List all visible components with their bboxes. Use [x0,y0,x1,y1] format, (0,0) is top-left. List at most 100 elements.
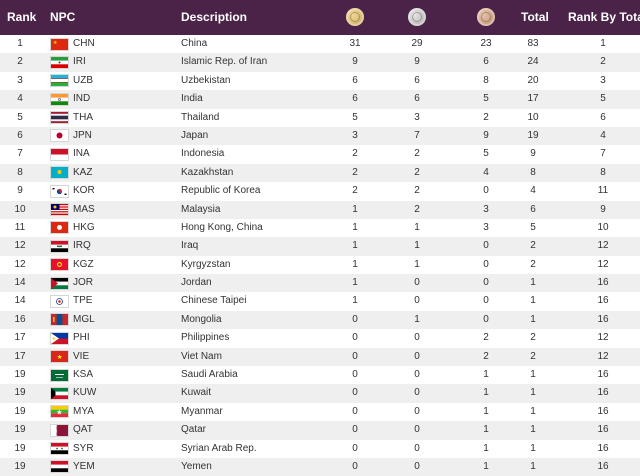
table-row[interactable]: 5 THA Thailand 5 3 2 10 6 [0,108,640,127]
gold-count: 1 [352,221,358,233]
rank-cell: 19 [14,424,26,436]
saudi-arabia-flag-icon [50,368,69,382]
rank-by-total-cell: 8 [600,166,606,178]
table-row[interactable]: 4 IND India 6 6 5 17 5 [0,90,640,109]
country-name: Mongolia [181,313,222,325]
rank-by-total-cell: 3 [600,74,606,86]
npc-code: HKG [73,221,95,233]
table-row[interactable]: 1 CHN China 31 29 23 83 1 ★ [0,35,640,54]
rank-cell: 17 [14,350,26,362]
total-count: 10 [527,111,539,123]
npc-code: UZB [73,74,93,86]
country-name: Kuwait [181,387,212,399]
table-row[interactable]: 2 IRI Islamic Rep. of Iran 9 9 6 24 2 [0,53,640,72]
bronze-count: 2 [483,332,489,344]
table-row[interactable]: 14 JOR Jordan 1 0 0 1 16 [0,274,640,293]
header-rank-by-total[interactable]: Rank By Total [568,10,640,24]
npc-code: VIE [73,350,90,362]
npc-code: SYR [73,442,94,454]
gold-count: 1 [352,277,358,289]
country-name: Jordan [181,277,212,289]
total-count: 2 [530,332,536,344]
table-row[interactable]: 9 KOR Republic of Korea 2 2 0 4 11 [0,182,640,201]
silver-count: 2 [414,166,420,178]
svg-text:★: ★ [53,40,58,46]
npc-code: THA [73,111,93,123]
table-row[interactable]: 10 MAS Malaysia 1 2 3 6 9 [0,200,640,219]
rank-cell: 14 [14,277,26,289]
silver-count: 1 [414,221,420,233]
silver-count: 9 [414,56,420,68]
table-row[interactable]: 7 INA Indonesia 2 2 5 9 7 [0,145,640,164]
rank-cell: 14 [14,295,26,307]
country-name: Thailand [181,111,220,123]
table-row[interactable]: 8 KAZ Kazakhstan 2 2 4 8 8 [0,163,640,183]
table-row[interactable]: 6 JPN Japan 3 7 9 19 4 [0,126,640,146]
table-row[interactable]: 19 YEM Yemen 0 0 1 1 16 [0,457,640,476]
npc-code: IND [73,93,91,105]
bronze-count: 1 [483,369,489,381]
jordan-flag-icon [50,276,69,290]
bronze-count: 0 [483,258,489,270]
table-row[interactable]: 19 QAT Qatar 0 0 1 1 16 [0,421,640,440]
table-row[interactable]: 12 KGZ Kyrgyzstan 1 1 0 2 12 [0,255,640,275]
rank-cell: 2 [17,56,23,68]
rank-cell: 19 [14,387,26,399]
silver-count: 7 [414,129,420,141]
rank-cell: 12 [14,258,26,270]
table-row[interactable]: 12 IRQ Iraq 1 1 0 2 12 [0,237,640,256]
table-row[interactable]: 3 UZB Uzbekistan 6 6 8 20 3 [0,71,640,91]
table-row[interactable]: 17 PHI Philippines 0 0 2 2 12 [0,329,640,348]
npc-code: JOR [73,277,93,289]
silver-count: 0 [414,442,420,454]
bronze-count: 0 [483,277,489,289]
rank-by-total-cell: 16 [597,313,609,325]
total-count: 6 [530,203,536,215]
silver-count: 0 [414,460,420,472]
rank-by-total-cell: 12 [597,350,609,362]
bronze-count: 0 [483,185,489,197]
uzbekistan-flag-icon [50,74,69,88]
table-row[interactable]: 19 MYA Myanmar 0 0 1 1 16 ★ [0,402,640,422]
table-row[interactable]: 16 MGL Mongolia 0 1 0 1 16 [0,310,640,330]
table-row[interactable]: 14 TPE Chinese Taipei 1 0 0 1 16 [0,292,640,311]
bronze-count: 1 [483,442,489,454]
gold-count: 0 [352,313,358,325]
total-count: 1 [530,405,536,417]
npc-code: KOR [73,185,95,197]
silver-medal-icon[interactable] [408,8,426,26]
total-count: 9 [530,148,536,160]
rank-cell: 8 [17,166,23,178]
qatar-flag-icon [50,423,69,437]
bronze-count: 8 [483,74,489,86]
gold-count: 2 [352,148,358,160]
silver-count: 2 [414,185,420,197]
country-name: Philippines [181,332,230,344]
table-header: Rank NPC Description Total Rank By Total [0,0,640,35]
table-row[interactable]: 17 VIE Viet Nam 0 0 2 2 12 ★ [0,347,640,367]
gold-count: 0 [352,387,358,399]
table-row[interactable]: 19 KUW Kuwait 0 0 1 1 16 [0,384,640,403]
rank-by-total-cell: 4 [600,129,606,141]
bronze-count: 6 [483,56,489,68]
header-total[interactable]: Total [521,10,549,24]
bronze-count: 1 [483,424,489,436]
table-row[interactable]: 11 HKG Hong Kong, China 1 1 3 5 10 [0,218,640,238]
bronze-medal-icon[interactable] [477,8,495,26]
gold-count: 0 [352,369,358,381]
header-description[interactable]: Description [181,10,248,24]
silver-count: 0 [414,405,420,417]
rank-by-total-cell: 5 [600,93,606,105]
country-name: Viet Nam [181,350,222,362]
npc-code: IRI [73,56,86,68]
table-row[interactable]: 19 SYR Syrian Arab Rep. 0 0 1 1 16 [0,439,640,458]
gold-medal-icon[interactable] [346,8,364,26]
table-row[interactable]: 19 KSA Saudi Arabia 0 0 1 1 16 [0,366,640,385]
rank-by-total-cell: 16 [597,442,609,454]
header-rank[interactable]: Rank [7,10,37,24]
thailand-flag-icon [50,111,69,125]
gold-count: 0 [352,460,358,472]
malaysia-flag-icon [50,203,69,217]
header-npc[interactable]: NPC [50,10,76,24]
